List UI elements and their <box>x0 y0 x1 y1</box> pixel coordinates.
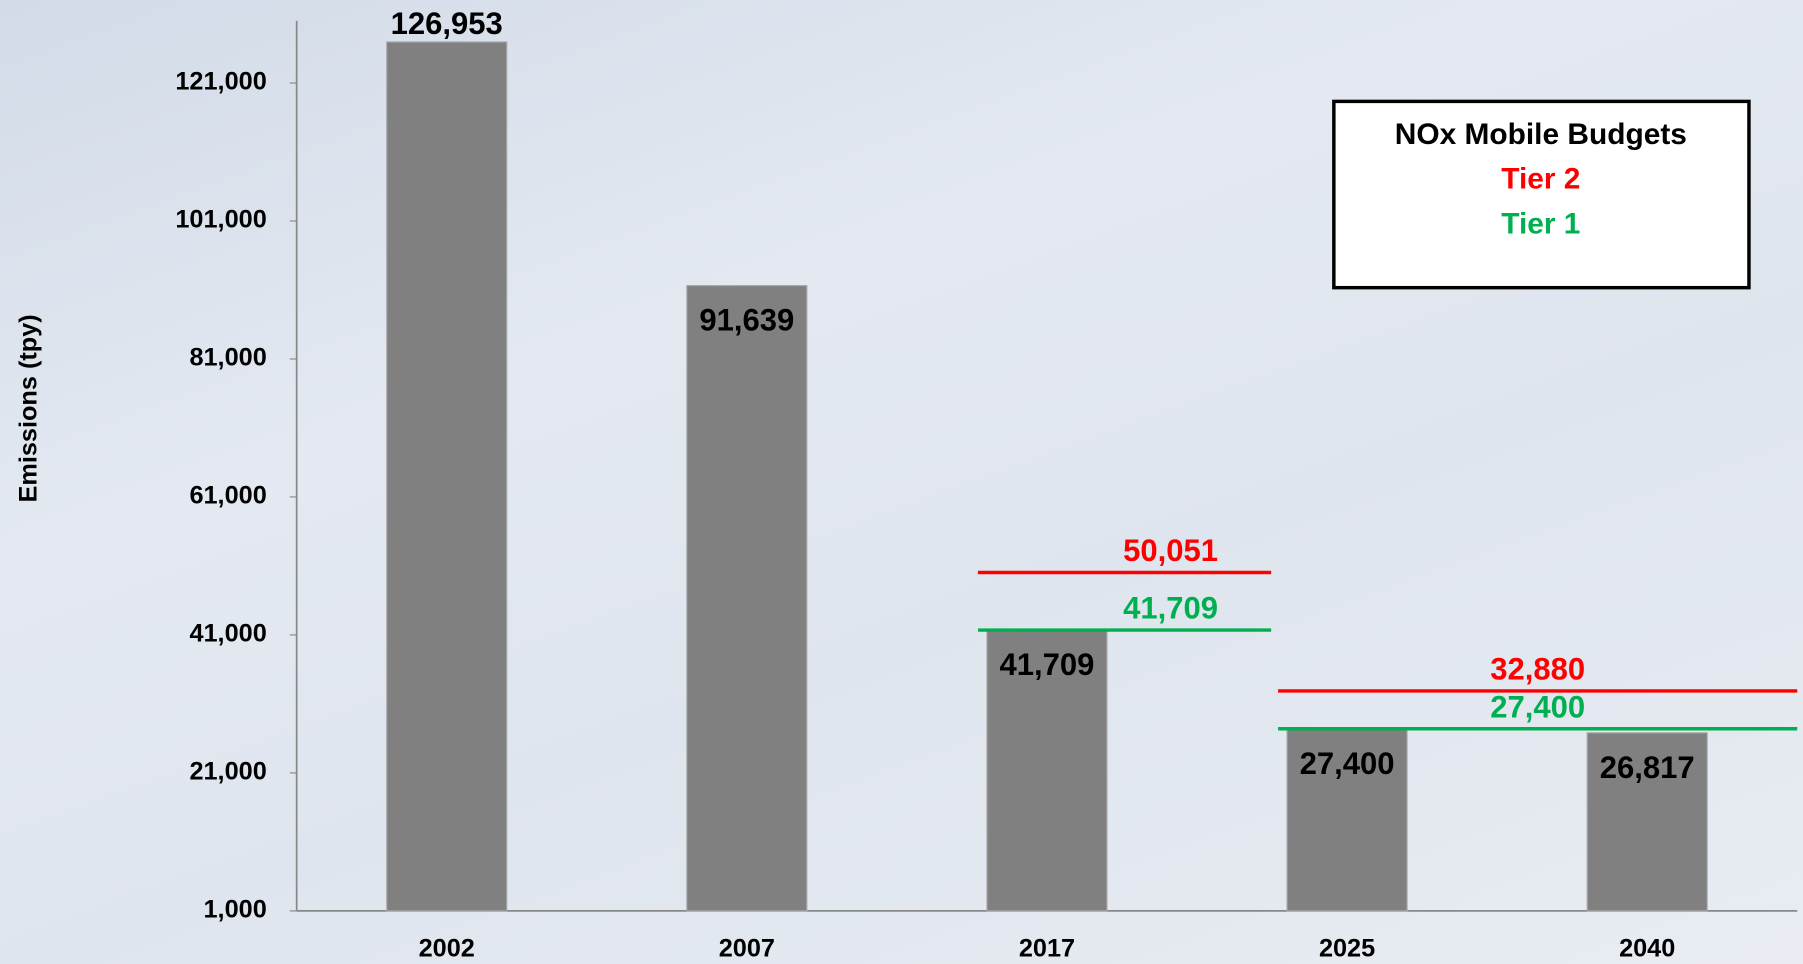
data-label: 27,400 <box>1300 746 1395 781</box>
y-tick-label: 41,000 <box>189 620 266 648</box>
budget-label: 27,400 <box>1490 689 1585 724</box>
x-tick-label: 2025 <box>1319 935 1375 963</box>
x-tick-label: 2002 <box>419 935 475 963</box>
y-tick-label: 21,000 <box>189 758 266 786</box>
y-tick-label: 101,000 <box>175 206 266 234</box>
y-axis-label: Emissions (tpy) <box>15 314 43 502</box>
x-tick-label: 2017 <box>1019 935 1075 963</box>
y-tick-label: 1,000 <box>204 896 267 924</box>
bar <box>1286 728 1408 912</box>
data-label: 41,709 <box>999 647 1094 682</box>
y-tick-label: 121,000 <box>175 68 266 96</box>
data-label: 91,639 <box>699 303 794 338</box>
legend-entry: Tier 2 <box>1501 163 1580 196</box>
data-label: 126,953 <box>391 6 503 41</box>
budget-label: 50,051 <box>1123 533 1218 568</box>
legend-box <box>1332 99 1751 290</box>
data-label: 26,817 <box>1600 750 1695 785</box>
budget-label: 32,880 <box>1490 652 1585 687</box>
x-tick-label: 2007 <box>719 935 775 963</box>
legend-title: NOx Mobile Budgets <box>1395 118 1687 151</box>
bar <box>1586 732 1708 912</box>
bar <box>686 284 808 912</box>
x-tick-label: 2040 <box>1619 935 1675 963</box>
budget-label: 41,709 <box>1123 591 1218 626</box>
y-tick-label: 61,000 <box>189 482 266 510</box>
y-tick-label: 81,000 <box>189 344 266 372</box>
bar <box>986 629 1108 912</box>
legend-entry: Tier 1 <box>1501 207 1580 240</box>
bar <box>386 41 508 912</box>
